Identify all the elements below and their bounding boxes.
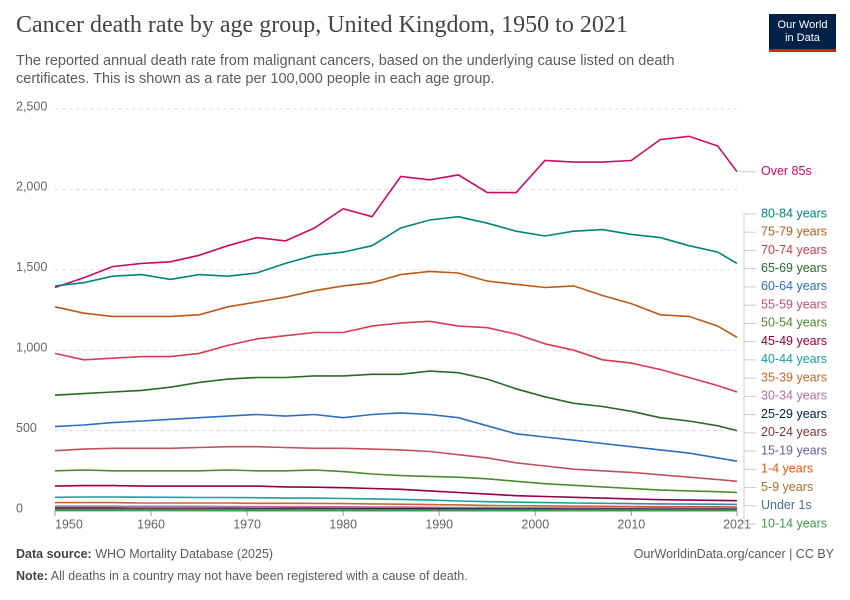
legend-label: 75-79 years — [761, 225, 827, 239]
legend-label: 80-84 years — [761, 206, 827, 220]
series-line — [54, 445, 738, 483]
x-tick-label: 2010 — [617, 517, 645, 531]
series-line — [54, 370, 738, 432]
legend-label: 30-34 years — [761, 389, 827, 403]
x-tick-label: 1980 — [329, 517, 357, 531]
legend-label: 60-64 years — [761, 279, 827, 293]
y-tick-label: 500 — [16, 421, 37, 435]
series-line — [54, 469, 738, 494]
series-line — [55, 501, 738, 508]
legend-label: 55-59 years — [761, 297, 827, 311]
y-tick-label: 0 — [16, 501, 23, 515]
legend-label: 65-69 years — [761, 261, 827, 275]
series-line — [54, 215, 738, 287]
source-link[interactable]: OurWorldinData.org/cancer | CC BY — [633, 547, 834, 561]
legend-label: 15-19 years — [761, 443, 827, 457]
y-tick-label: 2,500 — [16, 99, 47, 113]
legend-label: 25-29 years — [761, 407, 827, 421]
legend-label: Under 1s — [761, 498, 812, 512]
legend-label: 40-44 years — [761, 352, 827, 366]
legend-label: 45-49 years — [761, 334, 827, 348]
legend-label: 5-9 years — [761, 480, 813, 494]
source: Data source: WHO Mortality Database (202… — [16, 547, 273, 561]
y-tick-label: 2,000 — [16, 180, 47, 194]
note-text: All deaths in a country may not have bee… — [50, 569, 468, 583]
x-tick-label: 1950 — [55, 517, 83, 531]
x-tick-label: 2000 — [521, 517, 549, 531]
source-text: WHO Mortality Database (2025) — [95, 547, 274, 561]
legend-label: 20-24 years — [761, 425, 827, 439]
x-tick-label: 1970 — [233, 517, 261, 531]
y-tick-label: 1,000 — [16, 340, 47, 354]
series-line — [55, 505, 737, 510]
series-line — [54, 412, 738, 462]
y-tick-label: 1,500 — [16, 260, 47, 274]
logo[interactable]: Our World in Data — [769, 14, 836, 52]
x-tick-label: 1960 — [137, 517, 165, 531]
legend-label: 1-4 years — [761, 462, 813, 476]
note: Note: All deaths in a country may not ha… — [16, 569, 468, 583]
series-line — [54, 496, 738, 506]
chart-title: Cancer death rate by age group, United K… — [16, 12, 628, 38]
legend-label: 35-39 years — [761, 370, 827, 384]
series-line — [54, 270, 738, 338]
legend-label: 10-14 years — [761, 516, 827, 530]
series-line — [54, 320, 738, 393]
series-line — [55, 509, 737, 512]
series-line — [54, 135, 738, 289]
logo-text: Our World — [777, 19, 828, 31]
legend-label: 70-74 years — [761, 243, 827, 257]
legend-label: 50-54 years — [761, 316, 827, 330]
chart-subtitle: The reported annual death rate from mali… — [16, 53, 675, 87]
logo-text: in Data — [785, 32, 820, 44]
legend-label: Over 85s — [761, 164, 812, 178]
note-label: Note: — [16, 569, 48, 583]
series-line — [54, 484, 738, 502]
source-label: Data source: — [16, 547, 92, 561]
x-tick-label: 1990 — [425, 517, 453, 531]
